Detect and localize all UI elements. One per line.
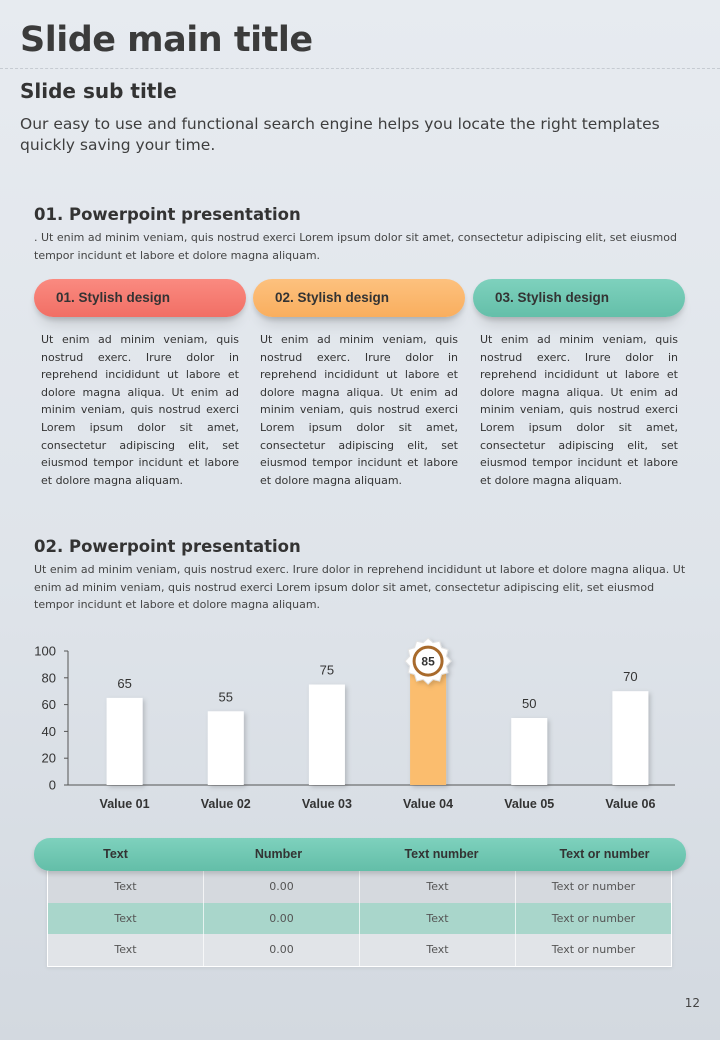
- x-category-label: Value 04: [403, 797, 453, 811]
- y-tick-label: 60: [42, 697, 56, 712]
- card3-text: Ut enim ad minim veniam, quis nostrud ex…: [480, 333, 678, 487]
- section2-body: Ut enim ad minim veniam, quis nostrud ex…: [34, 563, 686, 611]
- table-cell: 0.00: [204, 902, 360, 934]
- card1-text: Ut enim ad minim veniam, quis nostrud ex…: [41, 333, 239, 487]
- intro-text: Our easy to use and functional search en…: [20, 115, 660, 154]
- x-category-label: Value 01: [100, 797, 150, 811]
- section1-title: 01. Powerpoint presentation: [34, 205, 301, 224]
- y-tick-label: 0: [49, 778, 56, 793]
- table-header-cell: Text or number: [559, 847, 650, 861]
- bar-6: [612, 691, 649, 785]
- bar-5: [511, 718, 548, 785]
- table-cell: Text or number: [551, 911, 636, 925]
- table-row: Text 0.00 Text Text or number: [48, 871, 671, 903]
- x-category-label: Value 03: [302, 797, 352, 811]
- bar-value-label: 65: [117, 676, 131, 691]
- slide-sub-title: Slide sub title: [20, 79, 177, 103]
- bar-3: [308, 684, 345, 785]
- bar-value-label: 50: [522, 696, 536, 711]
- section2-title: 02. Powerpoint presentation: [34, 537, 301, 556]
- y-tick-label: 80: [42, 670, 56, 685]
- bar-chart-svg: 0 20 40 60 80 100 65 Value 01 55 Value 02 75 Value …: [34, 637, 675, 811]
- data-table: Text 0.00 Text Text or number Text 0.00 …: [47, 870, 672, 967]
- y-tick-label: 20: [42, 751, 56, 766]
- table-row: Text 0.00 Text Text or number: [48, 934, 671, 966]
- table-header-cell: Text number: [404, 847, 479, 861]
- table-cell: Text: [48, 871, 204, 903]
- bar-4: [410, 671, 447, 785]
- y-tick-label: 100: [34, 644, 56, 659]
- bar-value-label: 85: [421, 655, 435, 669]
- table-cell: Text: [48, 934, 204, 966]
- card2-header: 02. Stylish design: [253, 279, 465, 317]
- card1-header: 01. Stylish design: [34, 279, 246, 317]
- highlight-gear-badge: 85: [404, 637, 452, 685]
- table-cell: Text or number: [551, 880, 636, 893]
- title-divider: [0, 68, 720, 69]
- table-cell: Text: [360, 902, 516, 934]
- table-header-cell: Text: [103, 847, 128, 861]
- table-row: Text 0.00 Text Text or number: [48, 902, 671, 934]
- gear-ring: [412, 645, 444, 677]
- table-cell: Text: [360, 871, 516, 903]
- section1-body: . Ut enim ad minim veniam, quis nostrud …: [34, 231, 677, 262]
- table-cell: Text: [48, 902, 204, 934]
- bar-value-label: 70: [623, 669, 637, 684]
- x-category-label: Value 06: [605, 797, 655, 811]
- card3-header: 03. Stylish design: [473, 279, 685, 317]
- bar-1: [106, 697, 143, 785]
- card2-text: Ut enim ad minim veniam, quis nostrud ex…: [260, 333, 458, 487]
- slide-main-title: Slide main title: [20, 20, 313, 60]
- table-cell: 0.00: [204, 871, 360, 903]
- bar-chart: 0 20 40 60 80 100 65 Value 01 55 Value 02 75 Value …: [0, 625, 720, 825]
- table-header: Text Number Text number Text or number: [34, 838, 686, 871]
- table-header-cell: Number: [254, 847, 303, 861]
- table-cell: Text or number: [551, 943, 636, 956]
- table-cell: Text: [360, 934, 516, 966]
- bar-value-label: 75: [320, 663, 334, 678]
- x-category-label: Value 02: [201, 797, 251, 811]
- x-category-label: Value 05: [504, 797, 554, 811]
- bar-value-label: 55: [219, 689, 233, 704]
- bar-2: [207, 711, 244, 785]
- page-number: 12: [684, 996, 700, 1010]
- table-cell: 0.00: [204, 934, 360, 966]
- y-tick-label: 40: [42, 724, 56, 739]
